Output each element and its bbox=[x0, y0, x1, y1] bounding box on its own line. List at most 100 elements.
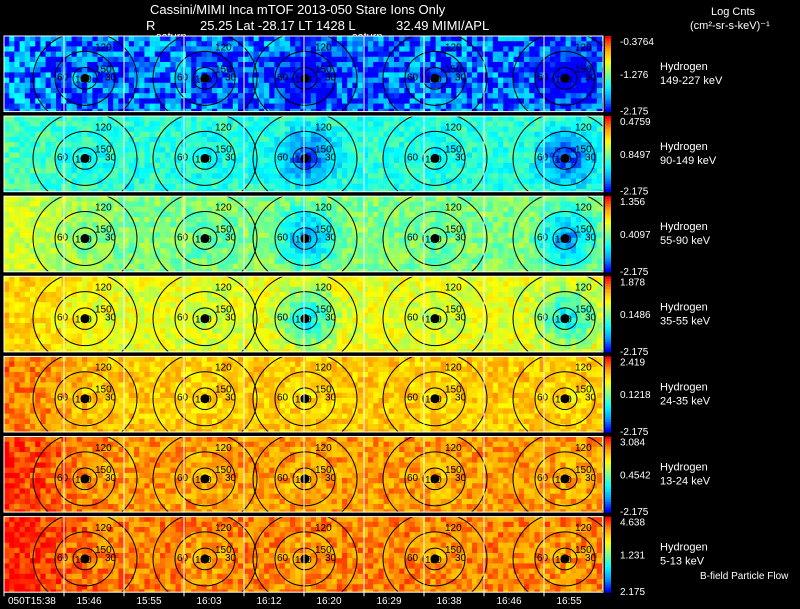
heatmap-cell bbox=[35, 168, 41, 174]
heatmap-cell bbox=[128, 136, 135, 143]
heatmap-cell bbox=[477, 72, 483, 78]
heatmap-cell bbox=[186, 116, 192, 122]
heatmap-cell bbox=[373, 222, 379, 228]
heatmap-cell bbox=[591, 62, 598, 68]
heatmap-cell bbox=[201, 248, 208, 254]
heatmap-cell bbox=[342, 46, 348, 52]
heatmap-cell bbox=[404, 227, 410, 233]
heatmap-cell bbox=[576, 157, 582, 164]
heatmap-cell bbox=[461, 103, 468, 110]
heatmap-cell bbox=[503, 121, 509, 127]
heatmap-cell bbox=[9, 51, 15, 58]
heatmap-cell bbox=[14, 201, 20, 207]
heatmap-cell bbox=[347, 93, 353, 99]
heatmap-cell bbox=[487, 142, 494, 148]
heatmap-cell bbox=[508, 196, 514, 202]
heatmap-cell bbox=[102, 152, 109, 158]
heatmap-cell bbox=[570, 183, 577, 190]
heatmap-cell bbox=[477, 93, 483, 99]
heatmap-cell bbox=[30, 36, 36, 42]
heatmap-cell bbox=[97, 253, 104, 259]
heatmap-cell bbox=[565, 183, 572, 190]
heatmap-cell bbox=[175, 222, 182, 228]
heatmap-cell bbox=[513, 232, 520, 239]
heatmap-cell bbox=[482, 41, 488, 47]
heatmap-cell bbox=[238, 183, 244, 190]
heatmap-cell bbox=[50, 237, 57, 244]
heatmap-cell bbox=[50, 222, 57, 228]
heatmap-cell bbox=[570, 217, 577, 223]
heatmap-cell bbox=[368, 62, 374, 68]
heatmap-cell bbox=[212, 211, 218, 218]
heatmap-cell bbox=[560, 88, 566, 94]
heatmap-cell bbox=[409, 196, 416, 202]
colorbar-swatch bbox=[605, 78, 611, 82]
heatmap-cell bbox=[238, 51, 244, 58]
heatmap-cell bbox=[394, 131, 400, 138]
heatmap-cell bbox=[264, 237, 270, 244]
heatmap-cell bbox=[394, 196, 400, 202]
heatmap-cell bbox=[35, 72, 41, 78]
heatmap-cell bbox=[394, 121, 400, 127]
heatmap-cell bbox=[352, 232, 358, 239]
contour-ring bbox=[404, 130, 466, 186]
heatmap-cell bbox=[175, 152, 182, 158]
heatmap-cell bbox=[326, 67, 332, 73]
heatmap-cell bbox=[222, 56, 228, 63]
heatmap-cell bbox=[154, 222, 161, 228]
heatmap-cell bbox=[248, 88, 254, 94]
heatmap-cell bbox=[149, 201, 156, 207]
heatmap-cell bbox=[310, 201, 317, 207]
heatmap-cell bbox=[217, 217, 223, 223]
heatmap-cell bbox=[425, 152, 431, 158]
heatmap-cell bbox=[123, 152, 130, 158]
heatmap-cell bbox=[342, 103, 348, 110]
heatmap-cell bbox=[357, 168, 364, 174]
heatmap-cell bbox=[196, 51, 202, 58]
heatmap-cell bbox=[206, 152, 213, 158]
heatmap-cell bbox=[368, 152, 374, 158]
heatmap-cell bbox=[295, 82, 301, 89]
heatmap-cell bbox=[440, 46, 447, 52]
heatmap-cell bbox=[24, 72, 31, 78]
heatmap-cell bbox=[539, 217, 546, 223]
heatmap-cell bbox=[160, 147, 166, 153]
heatmap-cell bbox=[9, 72, 15, 78]
heatmap-cell bbox=[368, 201, 374, 207]
heatmap-cell bbox=[196, 217, 202, 223]
heatmap-cell bbox=[191, 248, 197, 254]
heatmap-cell bbox=[352, 147, 358, 153]
heatmap-cell bbox=[461, 51, 468, 58]
heatmap-cell bbox=[399, 178, 405, 184]
heatmap-cell bbox=[9, 227, 15, 233]
heatmap-cell bbox=[498, 67, 504, 73]
heatmap-cell bbox=[534, 147, 540, 153]
heatmap-cell bbox=[534, 142, 540, 148]
heatmap-cell bbox=[175, 211, 182, 218]
heatmap-cell bbox=[258, 103, 265, 110]
heatmap-cell bbox=[544, 67, 551, 73]
heatmap-cell bbox=[45, 77, 52, 84]
heatmap-cell bbox=[118, 188, 124, 192]
heatmap-cell bbox=[570, 152, 577, 158]
heatmap-cell bbox=[534, 157, 540, 164]
heatmap-cell bbox=[539, 36, 546, 42]
heatmap-cell bbox=[586, 108, 592, 112]
heatmap-cell bbox=[388, 157, 395, 164]
heatmap-cell bbox=[56, 77, 62, 84]
heatmap-cell bbox=[456, 201, 462, 207]
heatmap-cell bbox=[326, 237, 332, 244]
heatmap-cell bbox=[253, 51, 260, 58]
heatmap-cell bbox=[4, 211, 10, 218]
heatmap-cell bbox=[394, 46, 400, 52]
heatmap-cell bbox=[430, 201, 436, 207]
heatmap-cell bbox=[591, 211, 598, 218]
heatmap-cell bbox=[388, 222, 395, 228]
heatmap-cell bbox=[243, 108, 249, 112]
center-dot bbox=[300, 73, 310, 83]
heatmap-cell bbox=[56, 173, 62, 179]
heatmap-cell bbox=[108, 188, 114, 192]
heatmap-cell bbox=[570, 77, 577, 84]
heatmap-cell bbox=[508, 121, 514, 127]
heatmap-cell bbox=[160, 136, 166, 143]
